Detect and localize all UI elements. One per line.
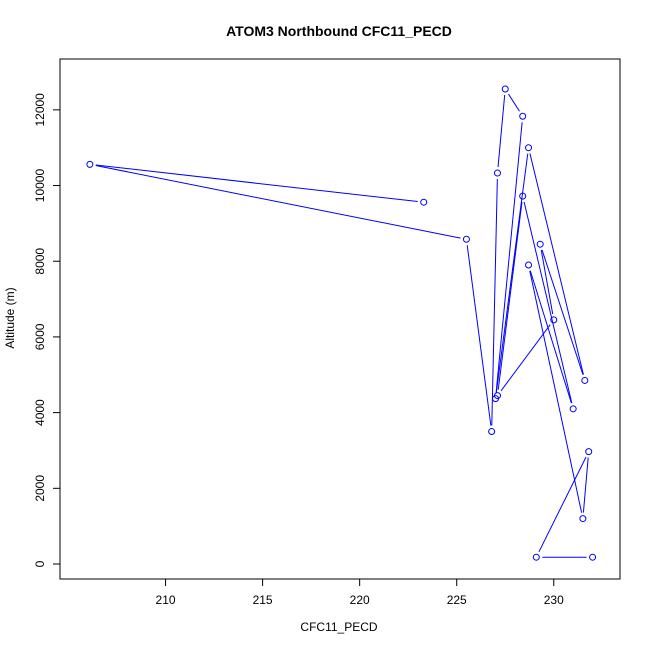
series-segment bbox=[529, 270, 583, 513]
data-point bbox=[585, 448, 593, 456]
data-point bbox=[488, 428, 496, 436]
x-axis: 210 215 220 225 230 bbox=[156, 578, 564, 607]
x-axis-label: CFC11_PECD bbox=[300, 620, 377, 634]
y-tick-label: 2000 bbox=[33, 475, 47, 502]
series-segment bbox=[495, 122, 523, 393]
y-axis-label: Altitude (m) bbox=[3, 287, 17, 348]
series-segment bbox=[529, 270, 572, 404]
data-point bbox=[581, 376, 589, 384]
y-axis: 0 2000 4000 6000 8000 10000 12000 bbox=[33, 93, 61, 567]
data-point bbox=[525, 144, 533, 152]
data-point bbox=[536, 240, 544, 248]
data-point bbox=[525, 261, 533, 269]
x-tick-label: 220 bbox=[350, 593, 370, 607]
data-point bbox=[519, 112, 527, 120]
series-segment bbox=[500, 324, 551, 392]
x-tick-label: 210 bbox=[156, 593, 176, 607]
data-point bbox=[493, 392, 501, 400]
series-segment bbox=[497, 202, 523, 390]
series-segment bbox=[95, 164, 418, 203]
data-point bbox=[550, 316, 558, 324]
data-point bbox=[579, 515, 587, 523]
series-segment bbox=[538, 456, 587, 553]
y-tick-label: 6000 bbox=[33, 323, 47, 350]
series-layer bbox=[86, 85, 597, 561]
y-tick-label: 0 bbox=[33, 560, 47, 567]
y-tick-label: 10000 bbox=[33, 169, 47, 203]
series-segment bbox=[495, 153, 529, 393]
data-point bbox=[420, 198, 428, 206]
data-point bbox=[86, 160, 94, 168]
y-tick-label: 4000 bbox=[33, 399, 47, 426]
x-tick-label: 225 bbox=[447, 593, 467, 607]
series-segment bbox=[497, 94, 506, 168]
series-segment bbox=[491, 179, 498, 426]
data-point bbox=[589, 553, 597, 561]
data-point bbox=[519, 192, 527, 200]
x-tick-label: 230 bbox=[544, 593, 564, 607]
x-tick-label: 215 bbox=[253, 593, 273, 607]
series-segment bbox=[523, 201, 573, 404]
y-tick-label: 8000 bbox=[33, 248, 47, 275]
plot-area bbox=[59, 58, 621, 580]
series-segment bbox=[95, 165, 461, 239]
chart-title: ATOM3 Northbound CFC11_PECD bbox=[226, 23, 452, 39]
data-point bbox=[462, 235, 470, 243]
series-segment bbox=[466, 245, 492, 426]
series-segment bbox=[582, 457, 589, 513]
y-tick-label: 12000 bbox=[33, 93, 47, 127]
data-point bbox=[532, 553, 540, 561]
data-point bbox=[501, 85, 509, 93]
series-segment bbox=[540, 250, 554, 315]
data-point bbox=[493, 169, 501, 177]
series-segment bbox=[541, 249, 584, 375]
series-segment bbox=[508, 93, 520, 112]
data-point bbox=[569, 405, 577, 413]
series-segment bbox=[529, 153, 584, 375]
